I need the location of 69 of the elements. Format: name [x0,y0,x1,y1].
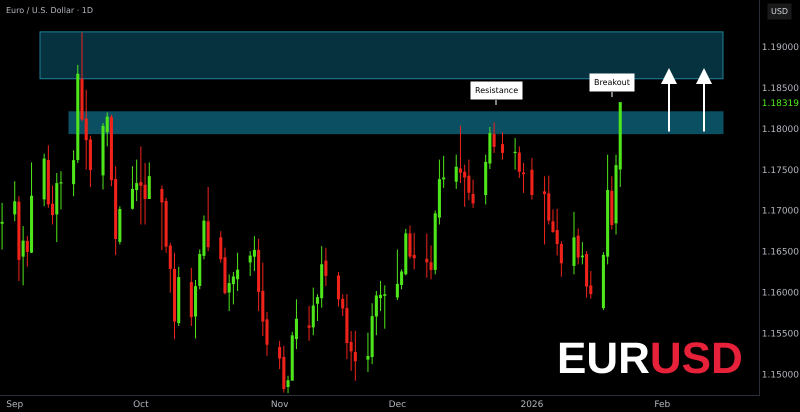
candlestick [556,208,559,256]
candlestick [206,186,210,252]
candlestick [308,305,311,342]
candlestick [543,176,546,245]
x-tick-label: Oct [133,400,150,410]
candlestick [429,244,433,280]
annotation: Resistance [475,86,518,95]
x-tick-label: 2026 [520,400,544,410]
y-tick-label: 1.16000 [762,288,800,298]
candlestick [42,153,46,207]
candlestick [492,122,496,154]
candlestick [148,162,151,200]
y-tick-label: 1.16500 [762,248,800,258]
candlestick [30,162,34,254]
x-tick-label: Feb [654,400,671,410]
candlestick [286,375,290,394]
candlestick [172,252,176,340]
y-tick-label: 1.18319 [762,98,800,109]
candlestick [324,247,328,287]
candlestick [177,266,180,326]
x-tick-label: Nov [270,400,290,410]
y-tick-label: 1.17500 [762,166,800,176]
y-tick-label: 1.17000 [762,206,800,217]
candlestick [160,185,164,251]
annotation: Breakout [594,78,630,87]
candlestick [396,248,399,301]
candlestick [610,176,614,230]
candlestick [0,202,4,250]
x-tick-label: Dec [388,400,406,410]
y-tick-label: 1.15500 [762,329,800,340]
candlestick [22,226,25,286]
candlestick [425,233,428,278]
candlestick [454,154,458,190]
candlestick [580,242,584,265]
candlestick [312,287,315,336]
candlestick [252,236,256,272]
candlestick [530,157,534,200]
y-tick-label: 1.19000 [762,43,800,54]
candlestick [72,150,76,197]
y-tick-label: 1.18500 [762,84,800,94]
candlestick [383,284,386,330]
candlestick [585,250,588,298]
candlestick [282,345,286,393]
candlestick [522,162,526,194]
candlestick [190,267,193,326]
candlestick [518,146,521,178]
text: Euro / U.S. Dollar · 1D [6,6,94,15]
candlestick [194,280,198,340]
candlestick [76,64,80,164]
candlestick [17,196,20,282]
candlestick [500,132,504,160]
candlestick [228,274,231,312]
candlestick [572,211,576,275]
y-axis-title: USD [771,7,788,16]
candlestick [13,180,16,222]
candlestick [560,240,563,278]
y-tick-label: 1.15000 [762,370,800,380]
candlestick [576,228,580,265]
candlestick [118,206,122,245]
x-tick-label: Sep [6,400,24,410]
candlestick [139,146,142,225]
text: EURUSD [557,334,743,383]
candlestick [472,179,475,208]
candlestick [354,330,357,382]
y-tick-label: 1.18000 [762,124,800,135]
candlestick [336,272,340,308]
candlestick [514,138,517,170]
candlestick [55,172,58,243]
candlestick [26,236,29,268]
